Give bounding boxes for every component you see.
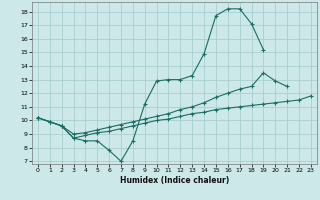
X-axis label: Humidex (Indice chaleur): Humidex (Indice chaleur): [120, 176, 229, 185]
